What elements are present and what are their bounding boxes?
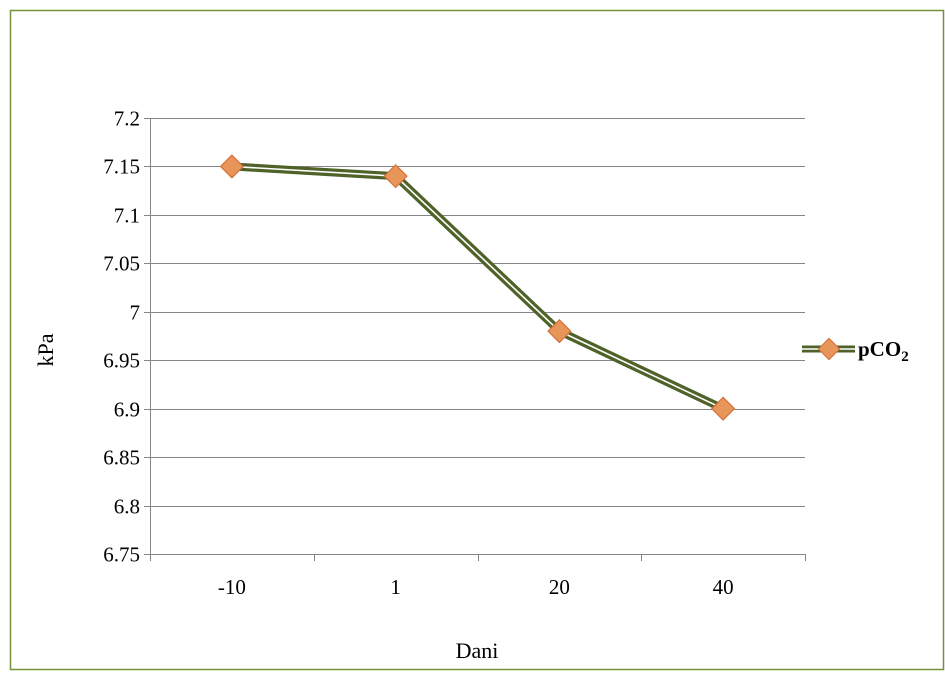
y-tick-label: 7.15 bbox=[103, 155, 140, 179]
legend-marker bbox=[817, 337, 841, 361]
data-point-marker bbox=[383, 163, 408, 189]
y-tick-label: 6.8 bbox=[114, 495, 140, 519]
legend-label-main: pCO bbox=[858, 337, 901, 361]
y-tick-label: 7.1 bbox=[114, 204, 140, 228]
series-markers bbox=[219, 154, 736, 421]
x-tick-labels: -10 1 20 40 bbox=[218, 575, 734, 599]
data-point-marker bbox=[547, 318, 572, 344]
axes bbox=[144, 118, 806, 561]
data-point-marker bbox=[710, 396, 736, 421]
x-axis-label: Dani bbox=[456, 638, 499, 663]
chart-frame: 6.75 6.8 6.85 6.9 6.95 7 7.05 7.1 7.15 7.2 -10 1 20… bbox=[5, 5, 945, 671]
chart-border bbox=[9, 9, 945, 671]
line-chart: 6.75 6.8 6.85 6.9 6.95 7 7.05 7.1 7.15 7.2 -10 1 20… bbox=[9, 9, 945, 671]
y-tick-label: 6.9 bbox=[114, 398, 140, 422]
x-tick-label: 20 bbox=[549, 575, 570, 599]
y-tick-label: 7.05 bbox=[103, 252, 140, 276]
y-tick-label: 7 bbox=[130, 301, 141, 325]
y-tick-label: 6.95 bbox=[103, 349, 140, 373]
x-tick-label: -10 bbox=[218, 575, 246, 599]
series-lines bbox=[231, 162, 725, 413]
y-tick-label: 6.75 bbox=[103, 543, 140, 567]
legend-label: pCO2 bbox=[858, 337, 909, 365]
x-tick-label: 40 bbox=[713, 575, 734, 599]
y-tick-label: 7.2 bbox=[114, 107, 140, 131]
data-point-marker bbox=[219, 154, 245, 179]
gridlines bbox=[150, 118, 805, 507]
y-tick-label: 6.85 bbox=[103, 446, 140, 470]
legend-label-subscript: 2 bbox=[901, 349, 909, 365]
x-tick-label: 1 bbox=[390, 575, 401, 599]
legend: pCO2 bbox=[802, 337, 909, 365]
series-line-inner bbox=[231, 165, 724, 410]
y-axis-label: kPa bbox=[33, 333, 58, 366]
y-tick-labels: 6.75 6.8 6.85 6.9 6.95 7 7.05 7.1 7.15 7.2 bbox=[103, 107, 140, 567]
